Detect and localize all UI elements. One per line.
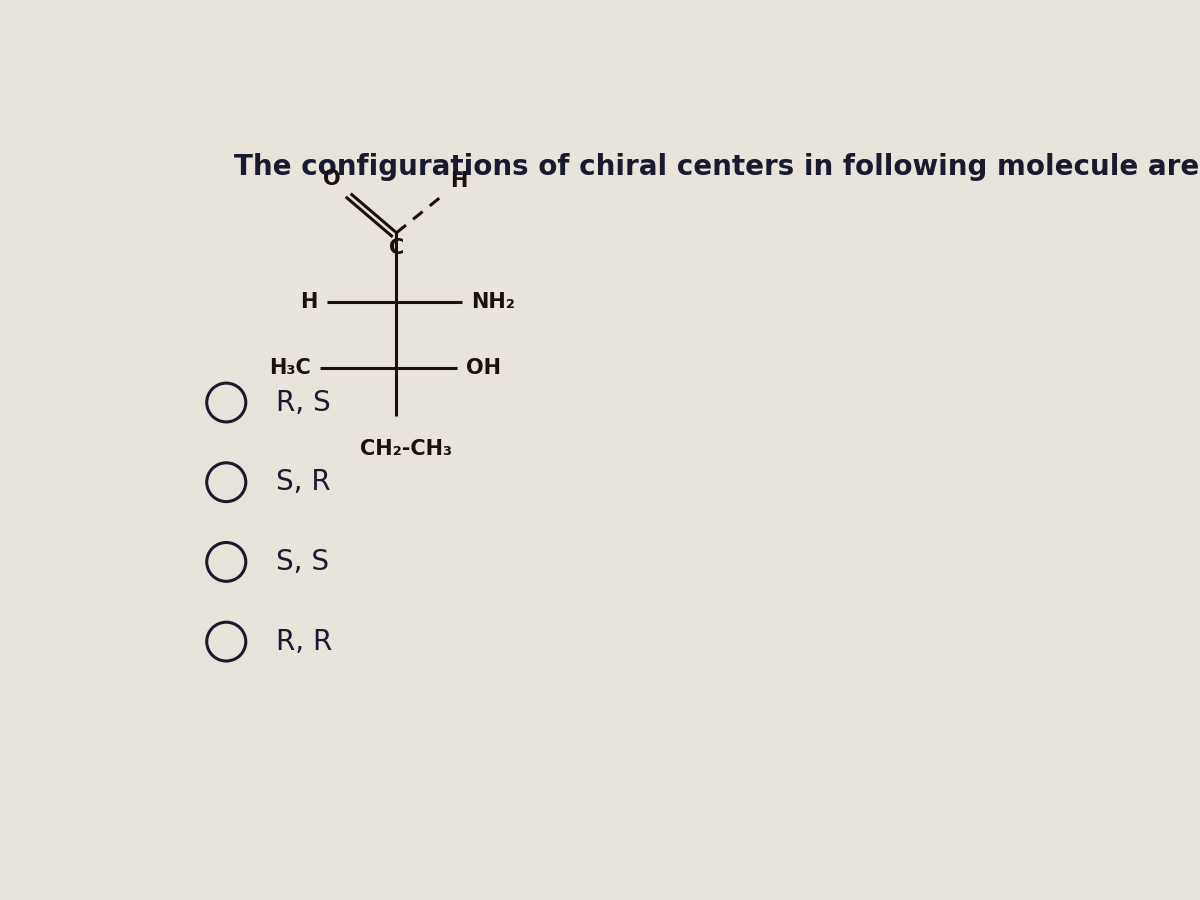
Text: NH₂: NH₂ <box>470 292 515 312</box>
Text: OH: OH <box>467 358 502 378</box>
Text: CH₂-CH₃: CH₂-CH₃ <box>360 438 452 459</box>
Text: O: O <box>323 169 341 189</box>
Text: The configurations of chiral centers in following molecule are:: The configurations of chiral centers in … <box>234 153 1200 181</box>
Text: H: H <box>450 171 468 191</box>
Text: R, R: R, R <box>276 627 331 655</box>
Text: H: H <box>300 292 317 312</box>
Text: S, S: S, S <box>276 548 329 576</box>
Text: H₃C: H₃C <box>269 358 311 378</box>
Text: S, R: S, R <box>276 468 330 496</box>
Text: R, S: R, S <box>276 389 330 417</box>
Text: C: C <box>389 238 404 257</box>
